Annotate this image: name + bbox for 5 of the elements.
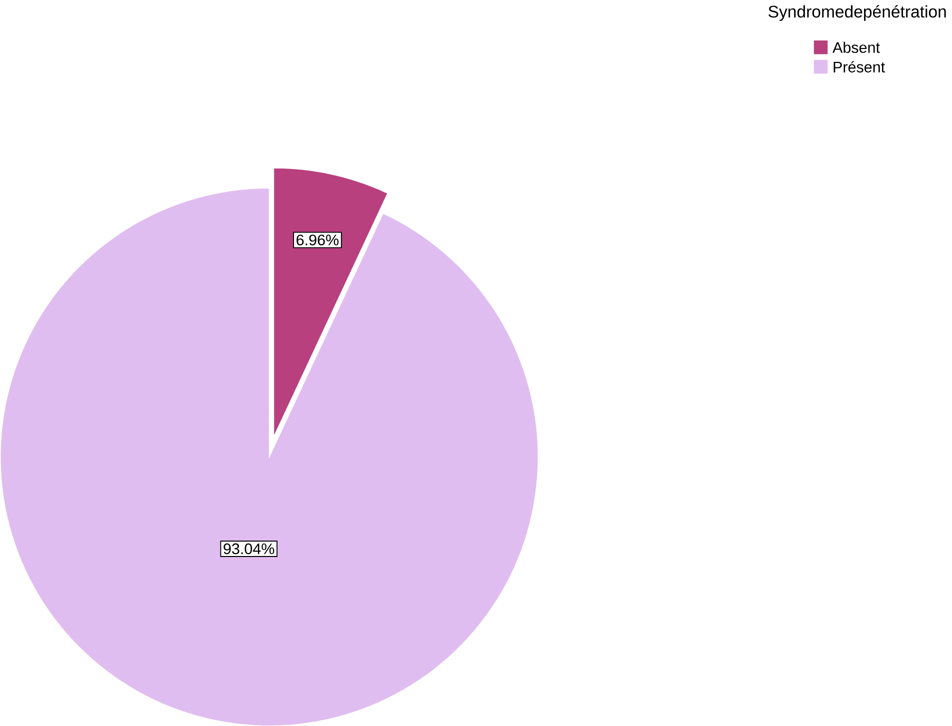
legend-title: Syndromedepénétration [768,4,946,21]
legend-label: Présent [834,60,885,72]
data-label: 6.96% [296,234,339,246]
data-label: 93.04% [224,543,274,554]
legend-label: Absent [832,42,880,53]
